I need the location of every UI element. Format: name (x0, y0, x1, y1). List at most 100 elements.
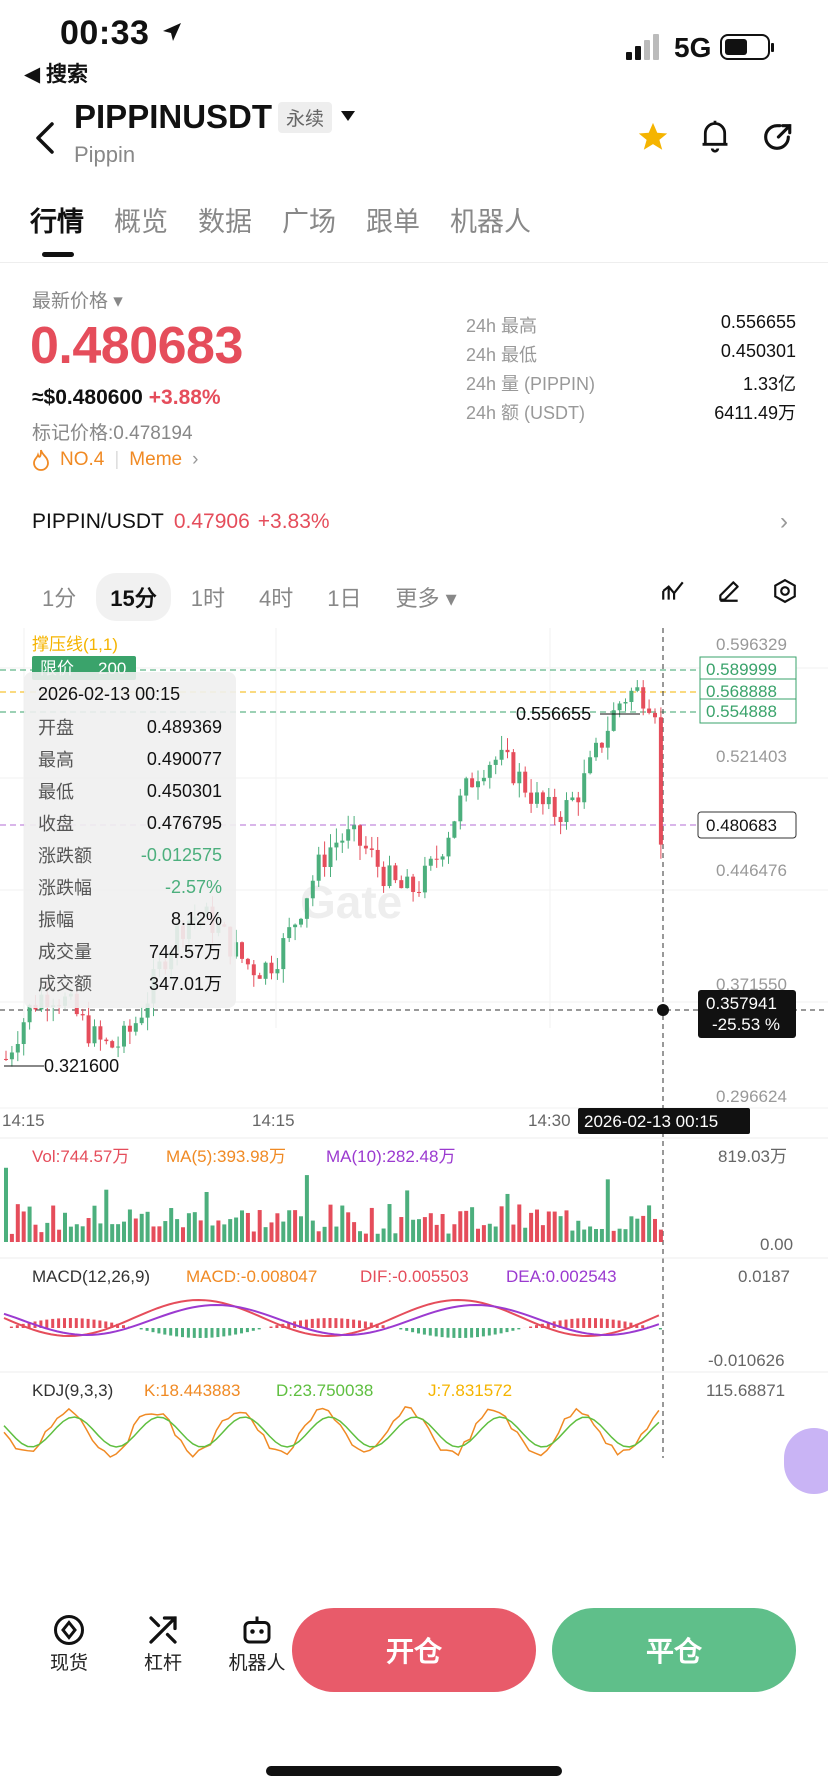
spot-pair-row[interactable]: PIPPIN/USDT 0.47906 +3.83% (32, 510, 330, 534)
tooltip-value: 347.01万 (148, 974, 222, 994)
watermark-text: Gate (300, 876, 402, 928)
symbol-dropdown-icon[interactable] (340, 110, 356, 122)
volume-bar (68, 1226, 73, 1242)
volume-bar (653, 1218, 657, 1242)
floating-assistant-button[interactable] (784, 1428, 828, 1494)
macd-bar (434, 1328, 438, 1337)
open-position-button[interactable]: 开仓 (292, 1608, 536, 1692)
macd-bar (198, 1328, 202, 1338)
back-to-search[interactable]: ◀ 搜索 (24, 63, 88, 86)
close-position-button[interactable]: 平仓 (552, 1608, 796, 1692)
bell-icon[interactable] (698, 118, 732, 154)
tooltip-rows: 开盘 0.489369 最高 0.490077 最低 0.450301 收盘 0.476795… (38, 711, 222, 999)
stat-key: 24h 量 (PIPPIN) (466, 374, 596, 394)
y-axis-label: 0.596329 (716, 635, 787, 654)
tf-1m[interactable]: 1分 (42, 586, 77, 611)
y-axis-label: 0.446476 (716, 861, 787, 880)
macd-bar (511, 1328, 515, 1331)
macd-bar (328, 1318, 332, 1328)
nav-margin[interactable]: 杠杆 (134, 1612, 192, 1675)
kline-chart[interactable]: Gate 0.596329 0.521403 0.446476 0.371550 0.29… (0, 628, 828, 1578)
candle-body (263, 962, 268, 979)
macd-bar (452, 1328, 456, 1338)
tab-copy-trade[interactable]: 跟单 (366, 207, 420, 237)
tooltip-value: 0.450301 (146, 780, 222, 801)
macd-bar (163, 1328, 167, 1335)
volume-max: 819.03万 (718, 1147, 787, 1166)
rank-separator: | (114, 449, 120, 470)
macd-min: -0.010626 (708, 1351, 785, 1370)
tab-bots[interactable]: 机器人 (450, 207, 531, 237)
candle-body (411, 876, 416, 892)
back-arrow-icon[interactable] (28, 118, 64, 158)
tf-4h[interactable]: 4时 (258, 586, 294, 611)
candle-body (9, 1052, 14, 1060)
tf-1d[interactable]: 1日 (327, 586, 362, 611)
tf-15m[interactable]: 15分 (96, 573, 171, 621)
volume-bar (263, 1227, 268, 1242)
volume-bar (15, 1204, 20, 1242)
macd-bar (287, 1322, 291, 1328)
chevron-right-icon: › (192, 449, 199, 470)
tf-more[interactable]: 更多 ▾ (395, 586, 457, 611)
kdj-d-line (3, 1416, 660, 1448)
volume-bar (86, 1218, 91, 1242)
symbol-title[interactable]: PIPPINUSDT (74, 98, 273, 135)
macd-bar (98, 1320, 102, 1328)
tf-1h[interactable]: 1时 (190, 586, 225, 611)
x-axis-label: 14:15 (2, 1111, 45, 1130)
volume-bar (399, 1217, 404, 1242)
tooltip-date: 2026-02-13 00:15 (38, 684, 181, 704)
candle-body (340, 840, 345, 843)
latest-price-label[interactable]: 最新价格 ▾ (32, 291, 123, 312)
favorite-star-icon[interactable] (636, 120, 670, 154)
tab-square[interactable]: 广场 (282, 207, 336, 237)
high-label: 0.556655 (516, 704, 591, 724)
macd-bar (269, 1326, 273, 1328)
stat-row: 24h 最高 0.556655 (466, 312, 796, 341)
volume-bar (487, 1223, 492, 1242)
volume-bar (275, 1213, 280, 1242)
stat-value: 0.450301 (720, 341, 796, 361)
rank-row[interactable]: NO.4 | Meme › (32, 449, 198, 471)
kdj-legend: D:23.750038 (276, 1381, 373, 1400)
tab-market[interactable]: 行情 (30, 207, 84, 237)
tooltip-value: 0.490077 (146, 748, 222, 769)
tab-data[interactable]: 数据 (198, 207, 252, 237)
x-axis-label: 14:30 (528, 1111, 571, 1130)
macd-bar (611, 1319, 615, 1328)
macd-legend: MACD:-0.008047 (186, 1267, 317, 1286)
location-arrow-icon (163, 23, 181, 41)
candle-body (328, 847, 333, 868)
candle-body (658, 717, 663, 845)
macd-bar (428, 1328, 432, 1336)
volume-bar (104, 1189, 109, 1242)
chevron-right-icon[interactable]: › (780, 508, 788, 535)
candle-body (240, 942, 244, 959)
nav-bot[interactable]: 机器人 (228, 1612, 286, 1675)
share-icon[interactable] (760, 120, 794, 154)
macd-bar (517, 1328, 521, 1330)
candle-body (245, 958, 250, 965)
nav-bot-label: 机器人 (228, 1653, 286, 1674)
tab-overview[interactable]: 概览 (114, 207, 168, 237)
volume-bar (564, 1210, 569, 1242)
volume-bar (281, 1221, 286, 1242)
stats-24h: 24h 最高 0.556655 24h 最低 0.450301 24h 量 (PIP… (466, 312, 796, 428)
macd-bar (635, 1323, 639, 1328)
volume-bar (45, 1222, 50, 1242)
nav-spot[interactable]: 现货 (40, 1612, 98, 1675)
macd-bar (86, 1318, 90, 1328)
volume-bar (411, 1219, 416, 1242)
macd-bar (535, 1325, 538, 1328)
candle-body (269, 962, 274, 974)
candle-body (363, 845, 368, 849)
volume-bar (529, 1212, 534, 1242)
settings-hexagon-icon[interactable] (772, 578, 798, 604)
indicator-icon[interactable] (660, 578, 686, 604)
tab-indicator (42, 252, 74, 257)
divider (0, 262, 828, 263)
volume-bar (363, 1233, 368, 1242)
draw-pencil-icon[interactable] (716, 578, 742, 604)
volume-bar (57, 1229, 62, 1242)
